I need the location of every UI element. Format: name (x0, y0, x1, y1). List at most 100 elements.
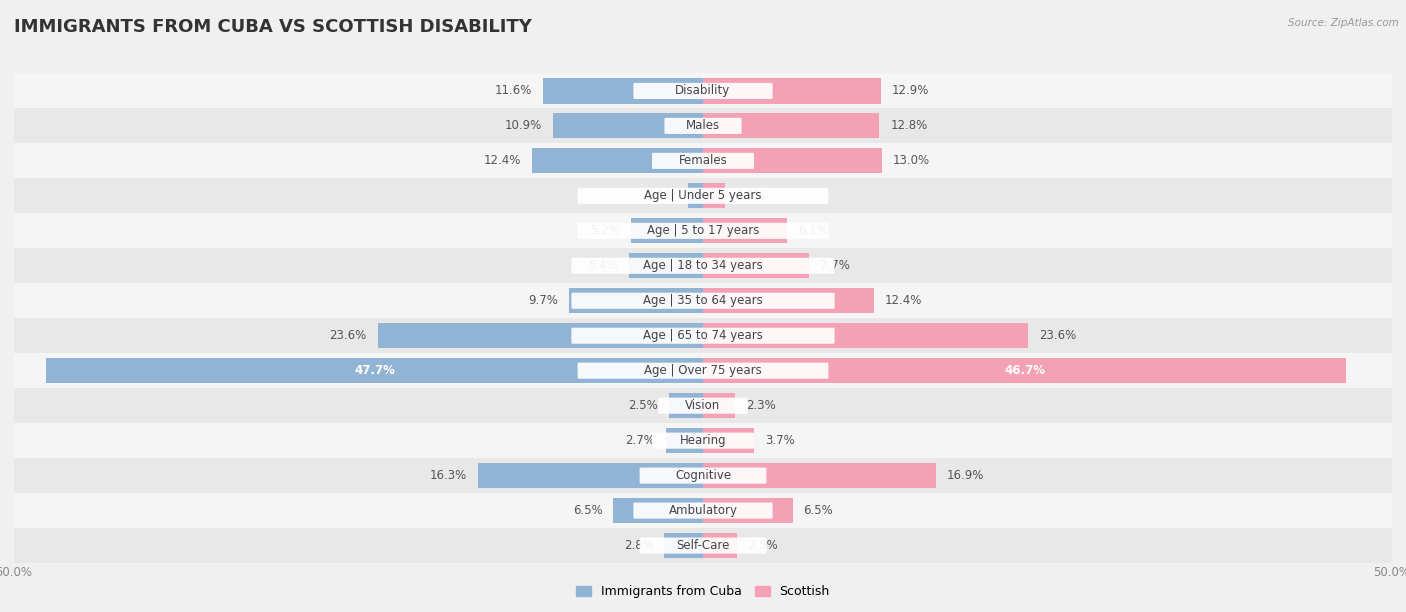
FancyBboxPatch shape (665, 118, 741, 134)
Text: Hearing: Hearing (679, 434, 727, 447)
Bar (531, 148, 703, 173)
Text: Disability: Disability (675, 84, 731, 97)
Text: Age | 35 to 64 years: Age | 35 to 64 years (643, 294, 763, 307)
FancyBboxPatch shape (634, 83, 772, 99)
Bar (703, 323, 1028, 348)
Text: 6.5%: 6.5% (804, 504, 834, 517)
Text: 1.6%: 1.6% (737, 189, 766, 203)
Text: 23.6%: 23.6% (329, 329, 367, 342)
Bar (14, 493, 1392, 528)
FancyBboxPatch shape (640, 537, 766, 554)
Text: 6.1%: 6.1% (799, 225, 828, 237)
Bar (14, 318, 1392, 353)
Bar (703, 288, 875, 313)
Text: 46.7%: 46.7% (1004, 364, 1045, 377)
FancyBboxPatch shape (578, 223, 828, 239)
Text: 13.0%: 13.0% (893, 154, 931, 167)
Bar (569, 288, 703, 313)
Text: 12.4%: 12.4% (484, 154, 522, 167)
Text: 2.5%: 2.5% (748, 539, 778, 552)
FancyBboxPatch shape (578, 363, 828, 379)
FancyBboxPatch shape (571, 327, 835, 344)
Text: 1.1%: 1.1% (647, 189, 676, 203)
Bar (703, 218, 787, 244)
Text: Ambulatory: Ambulatory (668, 504, 738, 517)
FancyBboxPatch shape (634, 502, 772, 518)
Bar (14, 143, 1392, 178)
Bar (703, 78, 880, 103)
Bar (14, 353, 1392, 388)
Text: Males: Males (686, 119, 720, 132)
Bar (703, 393, 735, 418)
Bar (613, 498, 703, 523)
Bar (631, 218, 703, 244)
Bar (703, 428, 754, 453)
Bar (14, 73, 1392, 108)
Bar (478, 463, 703, 488)
Bar (666, 428, 703, 453)
Text: 5.2%: 5.2% (591, 225, 620, 237)
Text: Age | Under 5 years: Age | Under 5 years (644, 189, 762, 203)
Text: Vision: Vision (685, 399, 721, 412)
Text: 16.9%: 16.9% (946, 469, 984, 482)
Bar (14, 388, 1392, 423)
Text: 2.3%: 2.3% (745, 399, 776, 412)
Text: 12.8%: 12.8% (890, 119, 928, 132)
Bar (703, 183, 725, 209)
Text: 2.7%: 2.7% (624, 434, 655, 447)
Bar (703, 533, 738, 558)
Text: 6.5%: 6.5% (572, 504, 602, 517)
FancyBboxPatch shape (571, 258, 835, 274)
Text: Age | 65 to 74 years: Age | 65 to 74 years (643, 329, 763, 342)
Bar (703, 148, 882, 173)
Bar (665, 533, 703, 558)
Text: 9.7%: 9.7% (529, 294, 558, 307)
Bar (14, 214, 1392, 248)
Text: Self-Care: Self-Care (676, 539, 730, 552)
Text: 47.7%: 47.7% (354, 364, 395, 377)
Text: 12.9%: 12.9% (891, 84, 929, 97)
Text: Age | Over 75 years: Age | Over 75 years (644, 364, 762, 377)
FancyBboxPatch shape (652, 153, 754, 169)
Text: 2.8%: 2.8% (624, 539, 654, 552)
Bar (14, 283, 1392, 318)
Text: Cognitive: Cognitive (675, 469, 731, 482)
FancyBboxPatch shape (640, 468, 766, 483)
Bar (669, 393, 703, 418)
Bar (378, 323, 703, 348)
Bar (14, 108, 1392, 143)
Text: Source: ZipAtlas.com: Source: ZipAtlas.com (1288, 18, 1399, 28)
Text: Age | 5 to 17 years: Age | 5 to 17 years (647, 225, 759, 237)
Text: 16.3%: 16.3% (430, 469, 467, 482)
Text: Age | 18 to 34 years: Age | 18 to 34 years (643, 259, 763, 272)
Text: 23.6%: 23.6% (1039, 329, 1077, 342)
Text: 10.9%: 10.9% (505, 119, 541, 132)
Bar (703, 113, 879, 138)
Text: IMMIGRANTS FROM CUBA VS SCOTTISH DISABILITY: IMMIGRANTS FROM CUBA VS SCOTTISH DISABIL… (14, 18, 531, 36)
Bar (543, 78, 703, 103)
Bar (14, 528, 1392, 563)
Legend: Immigrants from Cuba, Scottish: Immigrants from Cuba, Scottish (576, 586, 830, 599)
Text: 5.4%: 5.4% (588, 259, 617, 272)
FancyBboxPatch shape (571, 293, 835, 309)
Bar (628, 253, 703, 278)
Bar (703, 358, 1347, 383)
Text: 12.4%: 12.4% (884, 294, 922, 307)
Bar (703, 498, 793, 523)
Bar (703, 463, 936, 488)
Text: 7.7%: 7.7% (820, 259, 851, 272)
Text: Females: Females (679, 154, 727, 167)
Bar (703, 253, 808, 278)
Text: 3.7%: 3.7% (765, 434, 794, 447)
Bar (14, 458, 1392, 493)
FancyBboxPatch shape (658, 398, 748, 414)
Bar (553, 113, 703, 138)
Bar (46, 358, 703, 383)
FancyBboxPatch shape (578, 188, 828, 204)
Bar (14, 178, 1392, 214)
Bar (14, 248, 1392, 283)
Text: 2.5%: 2.5% (628, 399, 658, 412)
Bar (688, 183, 703, 209)
Text: 11.6%: 11.6% (495, 84, 531, 97)
FancyBboxPatch shape (652, 433, 754, 449)
